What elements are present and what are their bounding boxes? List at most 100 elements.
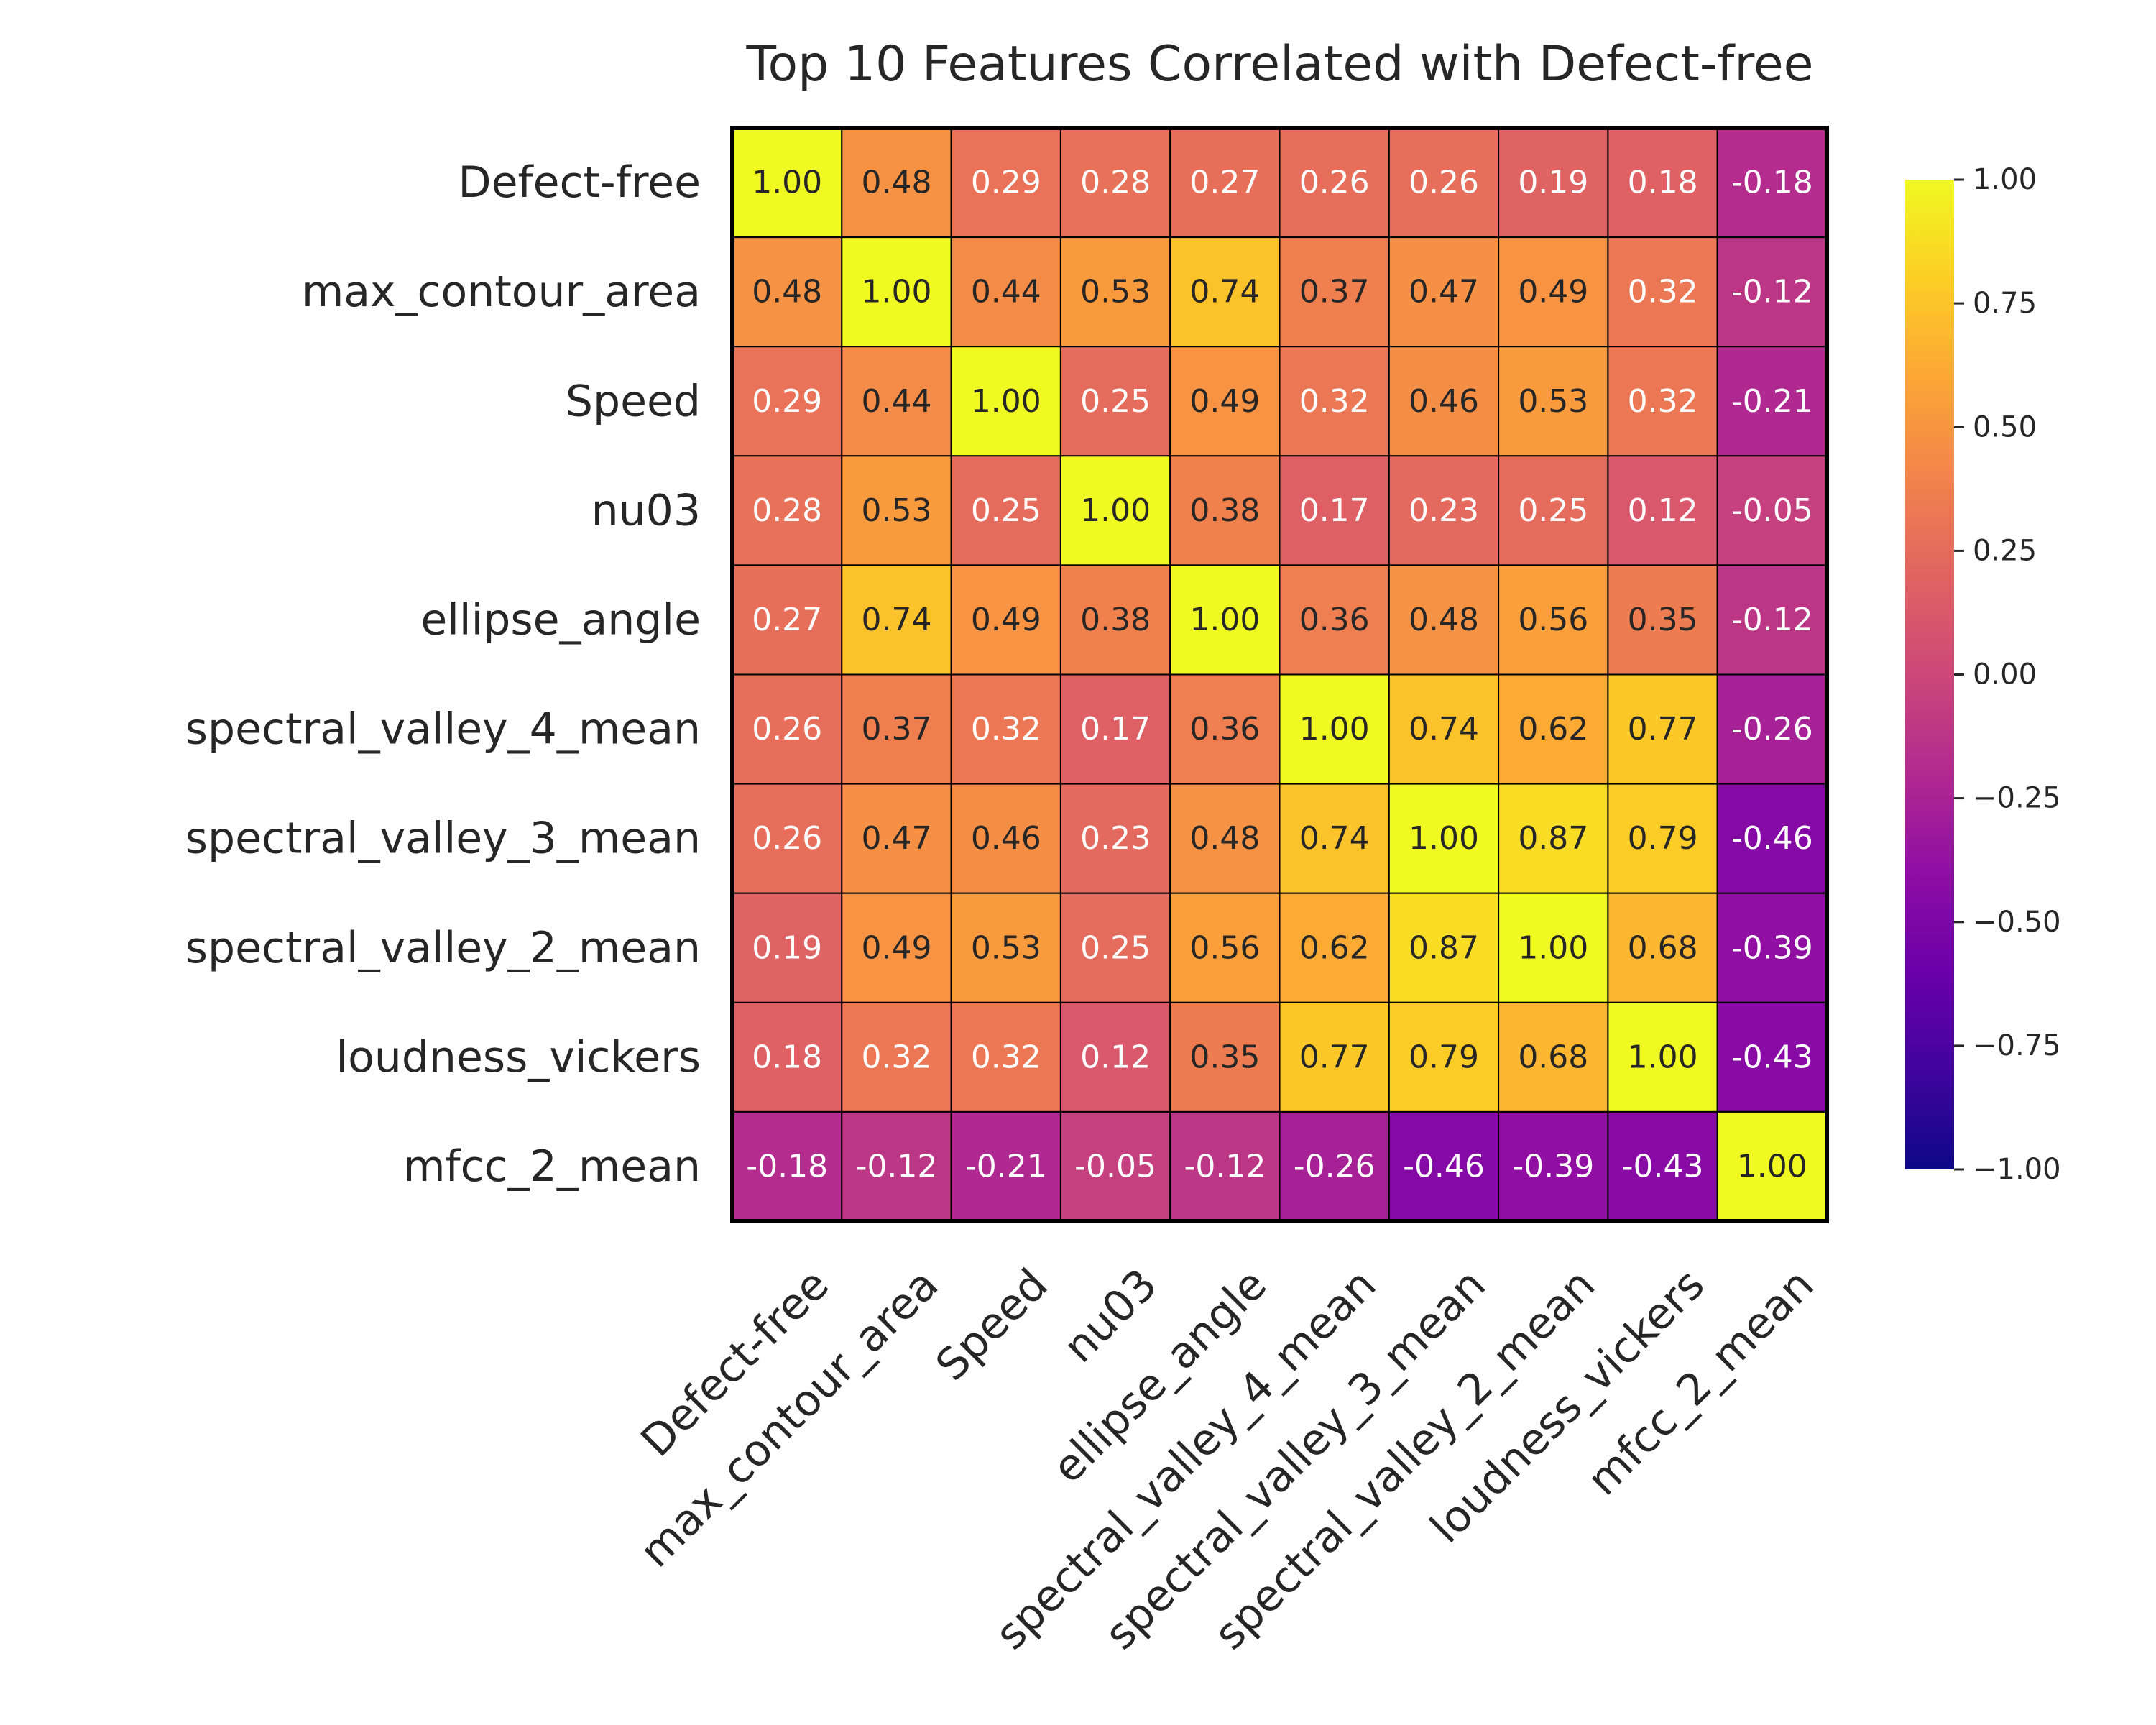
cell-value-label: 1.00: [862, 274, 932, 310]
cell-value-label: -0.12: [1731, 602, 1813, 638]
cell-value-label: 0.47: [862, 820, 932, 857]
colorbar-tick-label: −0.75: [1973, 1029, 2061, 1062]
heatmap-cell-r2-c8: [1607, 346, 1718, 457]
x-tick-labels: Defect-freemax_contour_areaSpeednu03elli…: [630, 1259, 1823, 1660]
heatmap-cell-r1-c3: [1059, 236, 1171, 348]
y-tick-label: mfcc_2_mean: [403, 1141, 701, 1192]
cell-value-label: 1.00: [1080, 492, 1151, 529]
heatmap-cell-r7-c6: [1388, 892, 1500, 1003]
colorbar-tick-label: 0.75: [1973, 287, 2037, 320]
cell-value-label: 0.32: [971, 711, 1041, 748]
cell-value-label: -0.05: [1731, 492, 1813, 529]
cell-value-label: -0.21: [1731, 383, 1813, 420]
heatmap-cell-r6-c7: [1498, 783, 1609, 894]
cell-value-label: 0.26: [752, 711, 822, 748]
cell-value-label: 0.38: [1080, 602, 1151, 638]
heatmap-cell-r2-c7: [1498, 346, 1609, 457]
cell-value-label: 0.62: [1299, 929, 1370, 966]
heatmap-cell-r2-c0: [732, 346, 843, 457]
cell-value-label: 0.48: [862, 165, 932, 201]
cell-value-label: 0.17: [1080, 711, 1151, 748]
heatmap-cell-r3-c8: [1607, 455, 1718, 566]
heatmap-cell-r3-c6: [1388, 455, 1500, 566]
heatmap-cell-r1-c7: [1498, 236, 1609, 348]
chart-title: Top 10 Features Correlated with Defect-f…: [745, 36, 1813, 93]
heatmap-cell-r8-c6: [1388, 1001, 1500, 1113]
heatmap-cell-r2-c4: [1169, 346, 1281, 457]
heatmap-cell-r0-c7: [1498, 127, 1609, 239]
cell-value-label: 1.00: [1737, 1148, 1807, 1184]
cell-value-label: 0.23: [1080, 820, 1151, 857]
heatmap-cell-r3-c4: [1169, 455, 1281, 566]
heatmap-cell-r9-c0: [732, 1110, 843, 1223]
cell-value-label: 0.77: [1628, 711, 1698, 748]
cell-value-label: 1.00: [1189, 602, 1260, 638]
heatmap-cell-r4-c5: [1279, 564, 1390, 676]
heatmap-cell-r5-c2: [950, 673, 1061, 785]
cell-value-label: 0.26: [1409, 165, 1479, 201]
heatmap-cell-r4-c8: [1607, 564, 1718, 676]
cell-value-label: -0.46: [1731, 820, 1813, 857]
cell-value-label: 0.68: [1518, 1039, 1588, 1075]
colorbar-tick-label: 0.50: [1973, 410, 2037, 443]
heatmap-cell-r7-c8: [1607, 892, 1718, 1003]
colorbar-gradient: [1905, 180, 1954, 1169]
heatmap-cell-r1-c5: [1279, 236, 1390, 348]
cell-value-label: 0.48: [1409, 602, 1479, 638]
heatmap-cell-r9-c5: [1279, 1110, 1390, 1223]
heatmap-cell-r3-c0: [732, 455, 843, 566]
cell-value-label: 0.44: [971, 274, 1041, 310]
cell-value-label: 0.12: [1080, 1039, 1151, 1075]
heatmap-cell-r6-c6: [1388, 783, 1500, 894]
cell-value-label: 0.62: [1518, 711, 1588, 748]
colorbar-ticks: 1.00 0.75 0.50 0.25 0.00 −0.25 −0.50 −0.75 −1.00: [1954, 163, 2061, 1186]
heatmap-cell-r7-c7: [1498, 892, 1609, 1003]
cell-value-label: -0.12: [856, 1148, 938, 1184]
cell-value-label: 0.18: [752, 1039, 822, 1075]
cell-value-label: 1.00: [752, 165, 822, 201]
cell-value-label: -0.12: [1731, 274, 1813, 310]
cell-value-label: 0.44: [862, 383, 932, 420]
heatmap-cell-r8-c4: [1169, 1001, 1281, 1113]
heatmap-cell-r5-c8: [1607, 673, 1718, 785]
cell-value-label: -0.43: [1622, 1148, 1704, 1184]
cell-value-label: 0.49: [971, 602, 1041, 638]
y-tick-label: spectral_valley_3_mean: [185, 814, 701, 864]
heatmap-cell-r8-c8: [1607, 1001, 1718, 1113]
cell-value-label: 0.25: [1080, 383, 1151, 420]
heatmap-cell-r9-c8: [1607, 1110, 1718, 1223]
heatmap-cell-r1-c6: [1388, 236, 1500, 348]
heatmap-cell-r5-c4: [1169, 673, 1281, 785]
heatmap-cell-r0-c0: [732, 127, 843, 239]
heatmap-cell-r0-c9: [1716, 127, 1828, 239]
cell-value-label: 0.17: [1299, 492, 1370, 529]
cell-value-label: 0.26: [1299, 165, 1370, 201]
cell-value-label: 0.29: [971, 165, 1041, 201]
heatmap-cell-r1-c8: [1607, 236, 1718, 348]
cell-value-label: 0.53: [1080, 274, 1151, 310]
cell-value-label: 0.49: [1518, 274, 1588, 310]
cell-value-label: 0.74: [862, 602, 932, 638]
cell-value-label: 0.53: [971, 929, 1041, 966]
cell-value-label: 0.48: [752, 274, 822, 310]
y-tick-label: Defect-free: [458, 157, 701, 208]
cell-value-label: 1.00: [1409, 820, 1479, 857]
cell-value-label: 0.35: [1189, 1039, 1260, 1075]
cell-value-label: 0.48: [1189, 820, 1260, 857]
colorbar-tick-label: 1.00: [1973, 163, 2037, 196]
cell-value-label: -0.39: [1731, 929, 1813, 966]
heatmap-cell-r1-c1: [841, 236, 952, 348]
heatmap-cell-r5-c5: [1279, 673, 1390, 785]
cell-value-label: 0.87: [1409, 929, 1479, 966]
y-tick-label: nu03: [591, 485, 701, 535]
heatmap-cell-r6-c9: [1716, 783, 1828, 894]
cell-value-label: -0.05: [1074, 1148, 1156, 1184]
y-tick-labels: Defect-free max_contour_area Speed nu03 elli…: [185, 157, 701, 1192]
cell-value-label: 0.37: [862, 711, 932, 748]
cell-value-label: 0.53: [862, 492, 932, 529]
heatmap-cell-r3-c9: [1716, 455, 1828, 566]
heatmap-cell-r1-c9: [1716, 236, 1828, 348]
heatmap-cell-r7-c1: [841, 892, 952, 1003]
cell-value-label: 0.27: [1189, 165, 1260, 201]
